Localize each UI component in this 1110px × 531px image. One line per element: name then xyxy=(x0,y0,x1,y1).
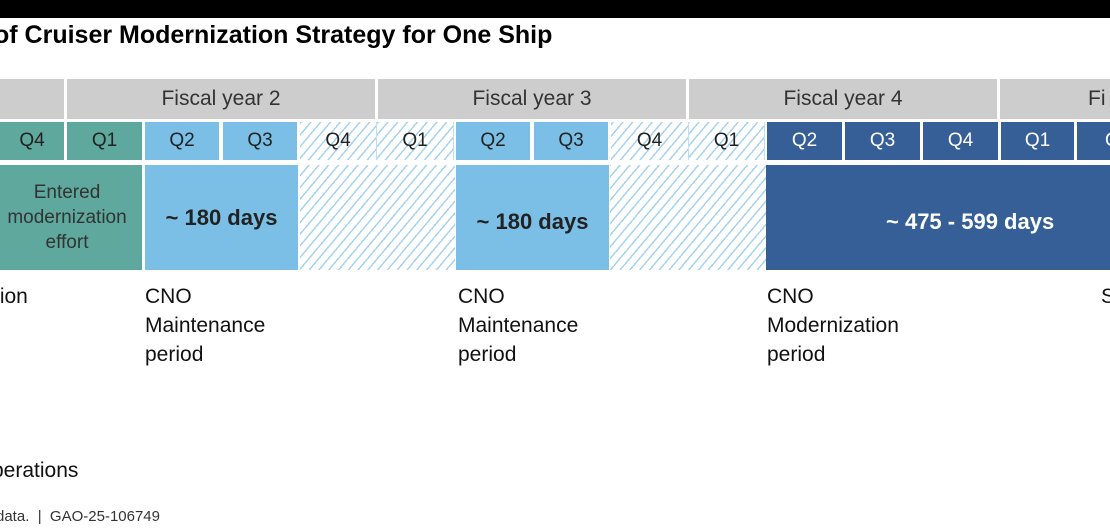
fiscal-year-5: Fi xyxy=(1000,79,1110,119)
figure-title: of Cruiser Modernization Strategy for On… xyxy=(0,21,553,49)
quarter-cell: Q1 xyxy=(67,122,142,160)
source-note: data. | GAO-25-106749 xyxy=(0,508,160,525)
quarter-cell: Q1 xyxy=(377,122,454,160)
label-cno-maintenance-2: CNO Maintenance period xyxy=(458,285,579,366)
fiscal-year-1 xyxy=(0,79,64,119)
quarter-cell: Q1 xyxy=(689,122,765,160)
quarter-cell: Q4 xyxy=(611,122,689,160)
label-operations-partial: tion xyxy=(0,285,28,308)
quarter-cell: Q3 xyxy=(845,122,920,160)
idle-hatch-2 xyxy=(610,165,766,270)
quarter-cell: Q2 xyxy=(767,122,842,160)
quarter-cell: Q2 xyxy=(145,122,219,160)
modernization-bar: ~ 475 - 599 days xyxy=(766,165,1110,270)
quarter-cell: Q3 xyxy=(534,122,608,160)
quarter-cell: Q4 xyxy=(300,122,377,160)
maintenance-bar-2: ~ 180 days xyxy=(456,165,609,270)
quarter-cell: Q1 xyxy=(1001,122,1074,160)
entered-modernization-bar: Entered modernization effort xyxy=(0,165,142,270)
label-right-partial: S xyxy=(1101,285,1110,308)
label-cno-maintenance-1: CNO Maintenance period xyxy=(145,285,266,366)
top-bar xyxy=(0,0,1110,18)
quarter-cell: Q4 xyxy=(0,122,64,160)
legend-text: perations xyxy=(0,459,79,482)
maintenance-bar-1: ~ 180 days xyxy=(145,165,298,270)
fiscal-year-3: Fiscal year 3 xyxy=(378,79,686,119)
quarter-cell: Q2 xyxy=(456,122,530,160)
label-cno-modernization: CNO Modernization period xyxy=(767,285,899,366)
quarter-cell: Q xyxy=(1077,122,1110,160)
quarter-cell: Q3 xyxy=(223,122,297,160)
idle-hatch-1 xyxy=(300,165,455,270)
quarter-cell: Q4 xyxy=(923,122,998,160)
fiscal-year-4: Fiscal year 4 xyxy=(689,79,997,119)
fiscal-year-2: Fiscal year 2 xyxy=(67,79,375,119)
